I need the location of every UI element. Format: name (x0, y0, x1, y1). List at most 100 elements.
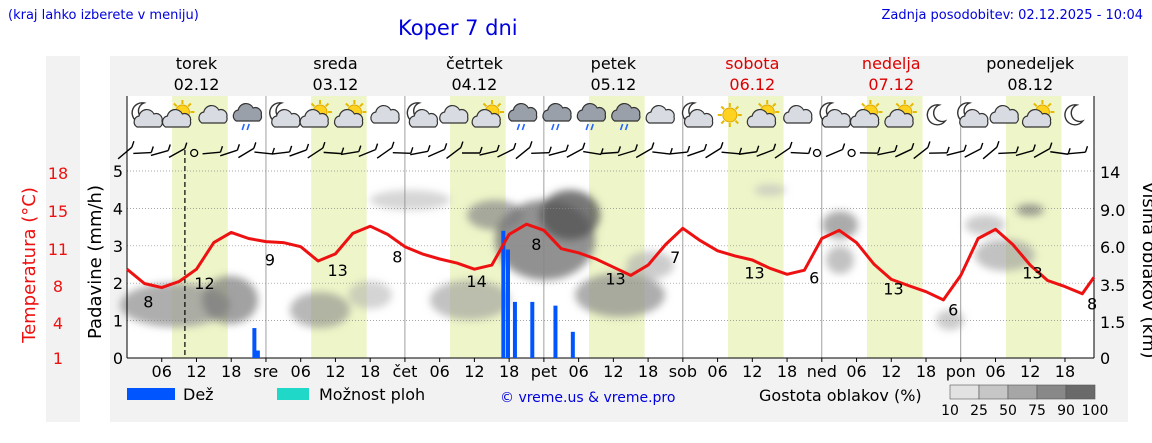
sun-ray (720, 119, 725, 125)
barb-shaft (271, 151, 290, 155)
cloud-shape (611, 102, 641, 122)
barb-shaft (479, 150, 498, 156)
cloud-shape (542, 102, 572, 122)
x-axis-ticks: 06 12 18 sre 06 12 18 čet 06 12 18 pet 06 12 18 sob 06 12… (152, 358, 1075, 381)
barb-feather (479, 146, 483, 154)
density-tick-label: 50 (999, 403, 1017, 419)
temp-min-label: 8 (143, 293, 153, 312)
wind-barb (1067, 145, 1089, 155)
barb-shaft (617, 149, 636, 157)
day-date: 08.12 (1007, 75, 1053, 94)
barb-shaft (202, 151, 221, 155)
sun-ray (734, 105, 739, 111)
day-name: torek (176, 54, 218, 73)
wind-barb (220, 143, 241, 157)
barb-shaft (220, 149, 238, 157)
barb-feather (686, 145, 691, 153)
cloud-icon (645, 104, 675, 124)
wind-barb (913, 141, 931, 160)
moon-cloud-icon (681, 102, 714, 128)
raindrop (241, 123, 245, 131)
sun-ray (310, 102, 316, 108)
barb-shaft (340, 150, 359, 156)
location-hint[interactable]: (kraj lahko izberete v meniju) (8, 8, 199, 23)
barb-shaft (323, 151, 342, 155)
cloud-shape (645, 104, 675, 124)
calm-circle (190, 148, 199, 158)
barb-feather (271, 147, 276, 155)
x-tick-label: sre (254, 362, 278, 381)
cloud-shape (884, 108, 914, 128)
wind-barb (376, 141, 395, 159)
cloud-shape (439, 104, 469, 124)
x-tick-label: pet (531, 362, 557, 381)
barb-feather (391, 141, 395, 149)
rain-bar (512, 301, 517, 358)
day-name: sobota (725, 54, 779, 73)
barb-feather (374, 143, 379, 150)
barb-shaft (133, 151, 152, 155)
weather-icons-row (131, 100, 1085, 131)
precip-tick-label: 5 (113, 162, 123, 181)
barb-shaft (1050, 151, 1069, 155)
sun-ray (1047, 102, 1052, 108)
x-tick-label: čet (392, 362, 417, 381)
cloud-tick-label: 3.5 (1100, 276, 1125, 295)
wind-barb (946, 144, 967, 156)
x-tick-label: 12 (1020, 362, 1040, 381)
wind-barb (168, 142, 188, 158)
cloud-shape (1021, 108, 1052, 128)
barb-shaft (410, 150, 429, 156)
sun-ray (1033, 102, 1038, 108)
wind-barb (358, 143, 379, 158)
sun-cloud-icon (333, 100, 367, 128)
cloud-shape (849, 108, 880, 128)
barb-feather (529, 141, 533, 148)
density-tick-label: 10 (941, 403, 959, 419)
sun-ray (324, 102, 330, 108)
rain-bar (501, 230, 506, 358)
x-tick-label: 18 (1055, 362, 1075, 381)
wind-barb (323, 147, 345, 155)
day-name: petek (591, 54, 637, 73)
barb-shaft (358, 148, 376, 158)
cloud-shape (408, 108, 439, 128)
barb-shaft (790, 151, 809, 155)
cloud-tick-label: 6.0 (1100, 238, 1125, 257)
day-name: nedelja (862, 54, 921, 73)
wind-barb (998, 146, 1019, 155)
raindrop (551, 123, 555, 131)
barb-feather (651, 142, 655, 149)
wind-barb (812, 148, 822, 158)
temp-tick-label: 15 (48, 202, 68, 221)
barb-shaft (117, 146, 133, 160)
cloud-axis-title: Višina oblakov (km) (1138, 181, 1152, 358)
temp-max-label: 13 (605, 269, 625, 288)
wind-barb (446, 141, 464, 159)
barb-feather (496, 144, 500, 152)
x-tick-label: 06 (846, 362, 866, 381)
barb-feather (996, 140, 1000, 148)
wind-barb (202, 145, 224, 155)
barb-feather (738, 147, 743, 155)
x-tick-label: ned (807, 362, 837, 381)
daytime-band (1005, 96, 1062, 358)
density-tick-label: 90 (1057, 403, 1075, 419)
day-name: sreda (313, 54, 357, 73)
wind-barb (427, 143, 448, 158)
rain-bar (252, 328, 257, 358)
copyright-link[interactable]: © vreme.us & vreme.pro (500, 390, 675, 406)
wind-barb (982, 140, 1000, 160)
barb-feather (772, 143, 777, 150)
precip-tick-label: 3 (113, 237, 123, 256)
rain-cloud-icon (542, 102, 572, 131)
barb-shaft (1033, 148, 1051, 158)
cloud-shape (576, 102, 607, 122)
cloud-density-legend-label: Gostota oblakov (%) (759, 386, 922, 405)
cloud-icon (370, 104, 400, 124)
temp-min-label: 8 (392, 248, 402, 267)
wind-barb (600, 146, 622, 155)
barb-feather (443, 143, 448, 150)
density-swatch (1036, 384, 1067, 400)
wind-barb (877, 144, 898, 156)
